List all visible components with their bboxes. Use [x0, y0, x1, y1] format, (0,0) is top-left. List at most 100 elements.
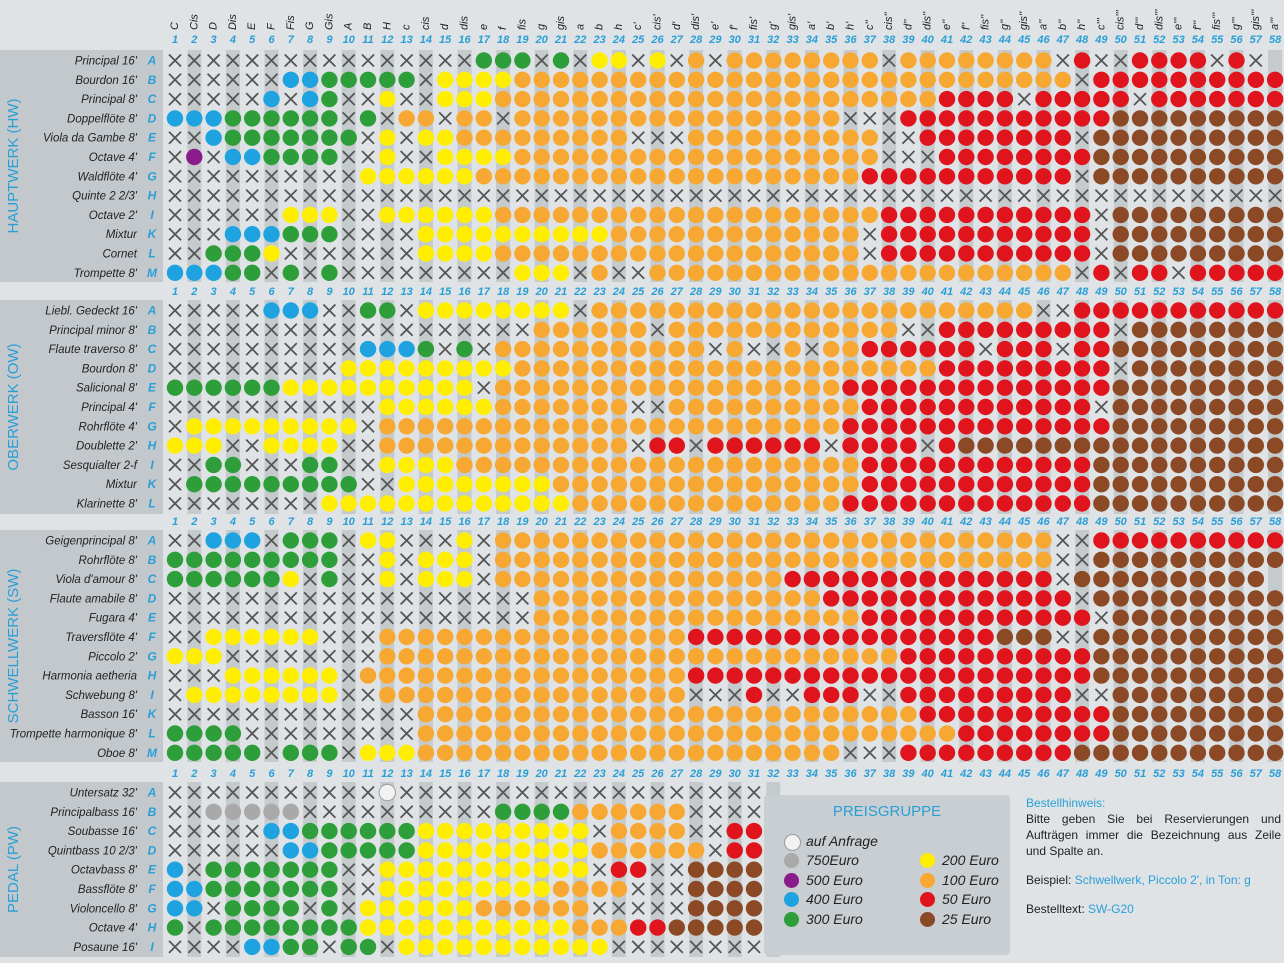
price-dot: [533, 842, 550, 859]
price-dot: [244, 570, 261, 588]
price-dot: [610, 110, 628, 127]
price-dot: [842, 321, 859, 338]
cross-mark: [342, 649, 356, 663]
price-dot: [1054, 437, 1072, 454]
price-dot: [282, 532, 299, 549]
price-dot: [514, 900, 531, 917]
cross-stroke: [168, 169, 182, 183]
tone-label: h'': [1076, 19, 1088, 30]
cross-mark: [361, 611, 375, 625]
cross-stroke: [303, 246, 317, 261]
cross-mark: [284, 726, 298, 741]
row-letter: B: [148, 73, 157, 87]
tone-label: g': [767, 21, 779, 30]
column-stripe: [1190, 530, 1205, 762]
price-dot: [591, 418, 608, 435]
price-dot: [880, 570, 898, 588]
price-dot: [900, 551, 917, 568]
cross-stroke: [438, 342, 452, 356]
register-label: Geigenprincipal 8': [45, 536, 138, 548]
cross-mark: [457, 323, 472, 337]
cross-stroke: [477, 381, 491, 395]
price-dot: [803, 379, 821, 396]
cross-stroke: [592, 863, 607, 877]
price-dot: [301, 129, 319, 146]
cross-stroke: [187, 323, 201, 337]
cross-mark: [631, 901, 645, 915]
price-dot: [1170, 744, 1187, 761]
cross-mark: [187, 131, 201, 145]
cross-mark: [496, 188, 510, 203]
price-dot: [321, 495, 338, 512]
cross-mark: [477, 342, 491, 356]
cross-mark: [361, 591, 375, 606]
price-dot: [880, 667, 898, 684]
price-dot: [630, 822, 647, 840]
price-dot: [456, 379, 473, 396]
price-dot: [1131, 264, 1149, 281]
price-dot: [224, 264, 242, 281]
tone-label: fis: [516, 19, 528, 31]
cross-stroke: [766, 188, 780, 203]
price-dot: [244, 148, 261, 166]
price-dot: [1054, 456, 1072, 474]
cross-mark: [168, 824, 182, 838]
price-dot: [591, 52, 608, 69]
price-dot: [494, 90, 512, 108]
cross-stroke: [342, 323, 356, 337]
column-number: 22: [573, 34, 586, 46]
cross-mark: [592, 824, 607, 838]
cross-stroke: [284, 400, 298, 414]
column-stripe: [457, 530, 472, 762]
cross-stroke: [728, 805, 742, 819]
price-dot: [919, 168, 936, 185]
column-number: 7: [288, 768, 295, 780]
price-dot: [1228, 495, 1245, 512]
column-number: 47: [1056, 516, 1070, 528]
price-dot: [668, 822, 685, 840]
price-dot: [958, 379, 975, 396]
column-number: 11: [362, 286, 373, 298]
cross-mark: [843, 746, 858, 760]
column-number: 30: [729, 768, 742, 780]
cross-mark: [168, 227, 182, 241]
price-dot: [572, 842, 589, 859]
price-dot: [591, 803, 608, 820]
price-dot: [803, 226, 821, 243]
price-dot: [572, 360, 589, 377]
register-label: Quintbass 10 2/3': [48, 845, 138, 857]
cross-mark: [168, 73, 182, 87]
price-dot: [301, 418, 319, 435]
price-dot: [726, 628, 743, 646]
price-dot: [456, 148, 473, 166]
price-dot: [958, 570, 975, 588]
price-dot: [707, 90, 724, 108]
price-dot: [958, 532, 975, 549]
cross-mark: [342, 863, 356, 877]
price-dot: [1266, 206, 1284, 224]
price-dot: [823, 340, 840, 358]
cross-mark: [245, 458, 259, 472]
cross-stroke: [342, 111, 356, 126]
cross-stroke: [438, 591, 452, 606]
price-dot: [784, 340, 801, 358]
price-dot: [1015, 686, 1033, 704]
cross-stroke: [1249, 188, 1263, 203]
column-number: 20: [535, 768, 549, 780]
column-number: 29: [708, 34, 722, 46]
cross-stroke: [264, 73, 279, 87]
price-dot: [726, 437, 743, 454]
price-dot: [263, 667, 280, 684]
column-number: 54: [1192, 768, 1204, 780]
price-dot: [1209, 744, 1226, 761]
price-dot: [1266, 264, 1284, 281]
price-dot: [494, 148, 512, 166]
price-dot: [379, 360, 396, 377]
price-dot: [996, 706, 1014, 723]
price-dot: [1170, 456, 1187, 474]
cross-mark: [226, 208, 240, 222]
cross-mark: [766, 688, 780, 702]
cross-stroke: [245, 458, 259, 472]
price-dot: [263, 919, 280, 936]
cross-stroke: [226, 824, 240, 838]
